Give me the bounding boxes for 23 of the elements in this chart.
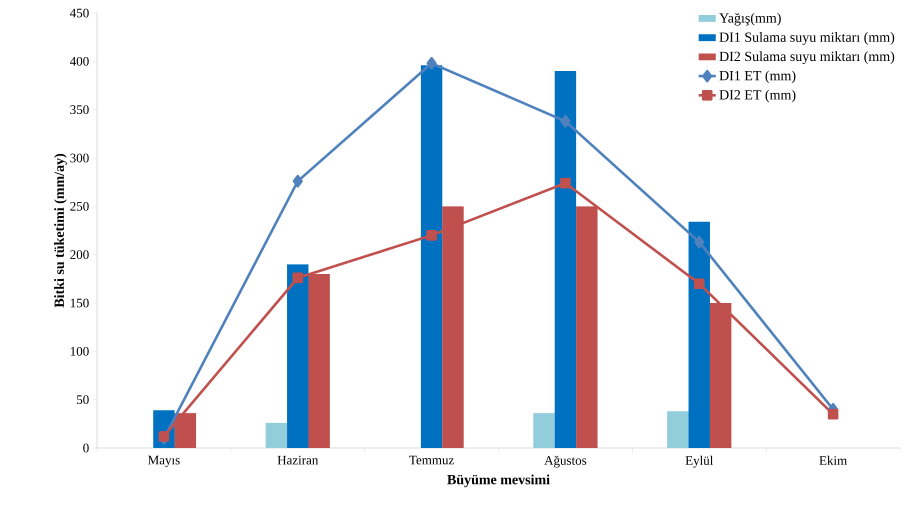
x-tick-label: Eylül xyxy=(686,456,714,468)
x-tick-label: Mayıs xyxy=(148,456,180,468)
y-tick-label: 0 xyxy=(83,444,89,452)
x-tick-label: Haziran xyxy=(278,456,318,465)
y-tick-label: 100 xyxy=(70,346,89,356)
x-axis-title: Büyüme mevsimi xyxy=(447,474,550,488)
x-tick-label: Ağustos xyxy=(544,456,586,468)
y-tick-label: 350 xyxy=(70,105,89,114)
y-axis-title: Bitki su tüketimi (mm/ay) xyxy=(54,154,67,308)
y-tick-label: 450 xyxy=(70,8,89,18)
legend-label: DI1 ET (mm) xyxy=(719,70,796,84)
x-tick-label: Ekim xyxy=(819,456,847,465)
y-tick-label: 200 xyxy=(70,250,89,260)
y-tick-label: 300 xyxy=(70,154,89,162)
legend-label: DI1 Sulama suyu miktarı (mm) xyxy=(719,32,894,45)
y-tick-label: 400 xyxy=(70,56,89,66)
legend-label: Yağış(mm) xyxy=(719,12,781,26)
x-tick-label: Temmuz xyxy=(409,456,454,464)
y-tick-label: 50 xyxy=(76,395,89,404)
legend-label: DI2 ET (mm) xyxy=(719,90,796,102)
y-tick-label: 150 xyxy=(70,298,89,308)
legend-label: DI2 Sulama suyu miktarı (mm) xyxy=(719,51,894,64)
y-tick-label: 250 xyxy=(70,202,89,211)
